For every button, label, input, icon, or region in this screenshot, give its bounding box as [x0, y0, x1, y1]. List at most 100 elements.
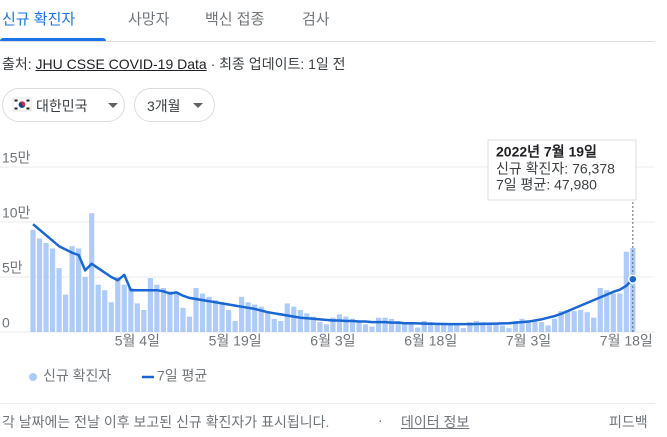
tab[interactable]: 사망자 [128, 11, 170, 28]
bar [102, 290, 108, 332]
bar [558, 311, 564, 332]
dropdown-arrow [193, 103, 203, 108]
bar [226, 310, 232, 332]
bar [519, 318, 525, 332]
bar [278, 321, 284, 332]
bar [167, 291, 173, 332]
bar [63, 294, 69, 332]
bar [304, 313, 310, 332]
feedback-link[interactable]: 피드백 [609, 414, 648, 430]
chart: 0 5만 10만 15만 5월 4일 5월 19일 6월 3일 6월 18일 7월 3일 7월 1… [0, 139, 655, 384]
bar [343, 316, 349, 332]
update-info: · 최종 업데이트: 1일 전 [210, 56, 346, 72]
bar [336, 314, 343, 332]
bar [330, 317, 336, 332]
bar [297, 310, 303, 332]
y-tick-label: 15만 [2, 150, 31, 166]
legend-marker [29, 373, 37, 381]
x-tick-label: 6월 18일 [404, 333, 457, 349]
bar [154, 284, 160, 332]
bar [258, 306, 264, 332]
y-tick-label: 10만 [2, 205, 31, 221]
bar [362, 324, 369, 332]
bar [402, 322, 408, 332]
tab-bar: 신규 확진자 사망자 백신 접종 검사 [0, 0, 655, 42]
bar [584, 312, 590, 332]
bar [421, 321, 427, 332]
bar [121, 284, 127, 332]
bar [141, 310, 147, 332]
bar [389, 318, 395, 332]
bar [147, 278, 153, 332]
bar [76, 248, 82, 332]
tooltip-line: 신규 확진자: 76,378 [496, 161, 615, 177]
bar [219, 302, 225, 332]
source-prefix: 출처: [2, 56, 32, 72]
bar [610, 293, 616, 332]
tab[interactable]: 신규 확진자 [2, 11, 76, 28]
bar [43, 242, 49, 332]
bar [630, 247, 636, 332]
bar [447, 324, 453, 332]
bar [128, 288, 134, 332]
bar [212, 300, 219, 332]
bar [108, 302, 114, 332]
bar [186, 316, 193, 332]
bar [180, 307, 186, 332]
bar [206, 296, 212, 332]
bar [506, 328, 512, 332]
bar [415, 327, 421, 332]
source-line: 출처: JHU CSSE COVID-19 Data · 최종 업데이트: 1일… [2, 54, 346, 74]
bar [349, 318, 356, 332]
tooltip-title: 2022년 7월 19일 [496, 144, 597, 160]
tab[interactable]: 백신 접종 [205, 11, 265, 28]
bar [538, 322, 545, 332]
bar [134, 303, 140, 332]
bar [395, 321, 401, 332]
bar [193, 288, 199, 332]
bar [271, 318, 277, 332]
bar [480, 322, 486, 332]
bar [49, 248, 56, 332]
bar [493, 324, 499, 332]
bar [454, 325, 460, 332]
tooltip-line: 7일 평균: 47,980 [496, 177, 597, 193]
footer-dot: · [378, 412, 383, 428]
dropdown-label: 대한민국 [36, 98, 88, 114]
bar [356, 321, 362, 332]
bar [160, 288, 166, 332]
bar [434, 323, 440, 332]
bar [486, 323, 492, 332]
country-dropdown[interactable]: 대한민국 [2, 88, 125, 122]
bar [317, 322, 323, 332]
y-tick-label: 5만 [2, 260, 23, 276]
bar [532, 321, 538, 332]
flag-icon [12, 97, 32, 112]
tooltip-box [487, 139, 637, 201]
bar [473, 321, 479, 332]
bar [30, 229, 36, 332]
bar [252, 304, 258, 332]
bar [173, 293, 180, 332]
bar [597, 288, 603, 332]
bar [545, 325, 551, 332]
bar [382, 317, 388, 332]
x-tick-label: 5월 19일 [209, 333, 262, 349]
bar [56, 268, 62, 332]
x-tick-label: 6월 3일 [310, 333, 355, 349]
bar [571, 311, 577, 332]
tab[interactable]: 검사 [302, 11, 330, 28]
dropdown-label: 3개월 [147, 98, 181, 114]
bar [428, 322, 434, 332]
legend-label: 7일 평균 [157, 368, 207, 384]
bar [441, 324, 447, 332]
source-link[interactable]: JHU CSSE COVID-19 Data [35, 56, 207, 72]
data-info-link[interactable]: 데이터 정보 [401, 414, 470, 430]
range-dropdown[interactable]: 3개월 [134, 88, 215, 122]
bar [512, 321, 519, 332]
bar [552, 318, 558, 332]
active-tab-indicator [0, 38, 106, 41]
bar [408, 324, 414, 332]
bar [369, 326, 375, 332]
